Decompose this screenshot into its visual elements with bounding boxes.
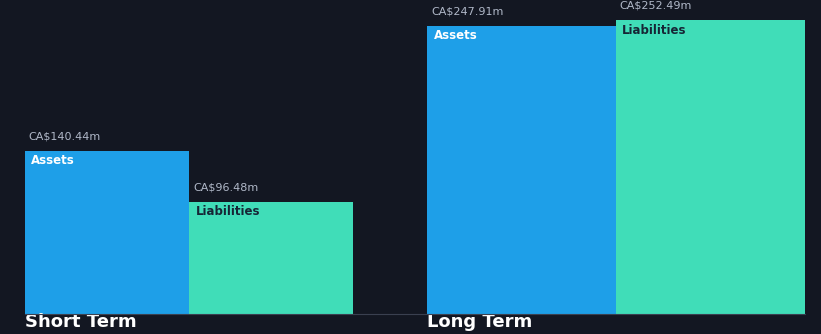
FancyBboxPatch shape — [616, 20, 805, 314]
Text: Assets: Assets — [31, 154, 75, 167]
Text: CA$140.44m: CA$140.44m — [29, 131, 101, 141]
Text: CA$96.48m: CA$96.48m — [193, 182, 258, 192]
Text: Long Term: Long Term — [427, 313, 532, 331]
Text: CA$252.49m: CA$252.49m — [620, 1, 692, 11]
Text: Short Term: Short Term — [25, 313, 136, 331]
FancyBboxPatch shape — [427, 26, 616, 314]
FancyBboxPatch shape — [189, 202, 353, 314]
Text: Assets: Assets — [433, 29, 477, 42]
Text: Liabilities: Liabilities — [195, 205, 260, 218]
Text: Liabilities: Liabilities — [622, 24, 687, 37]
FancyBboxPatch shape — [25, 151, 189, 314]
Text: CA$247.91m: CA$247.91m — [431, 6, 503, 16]
